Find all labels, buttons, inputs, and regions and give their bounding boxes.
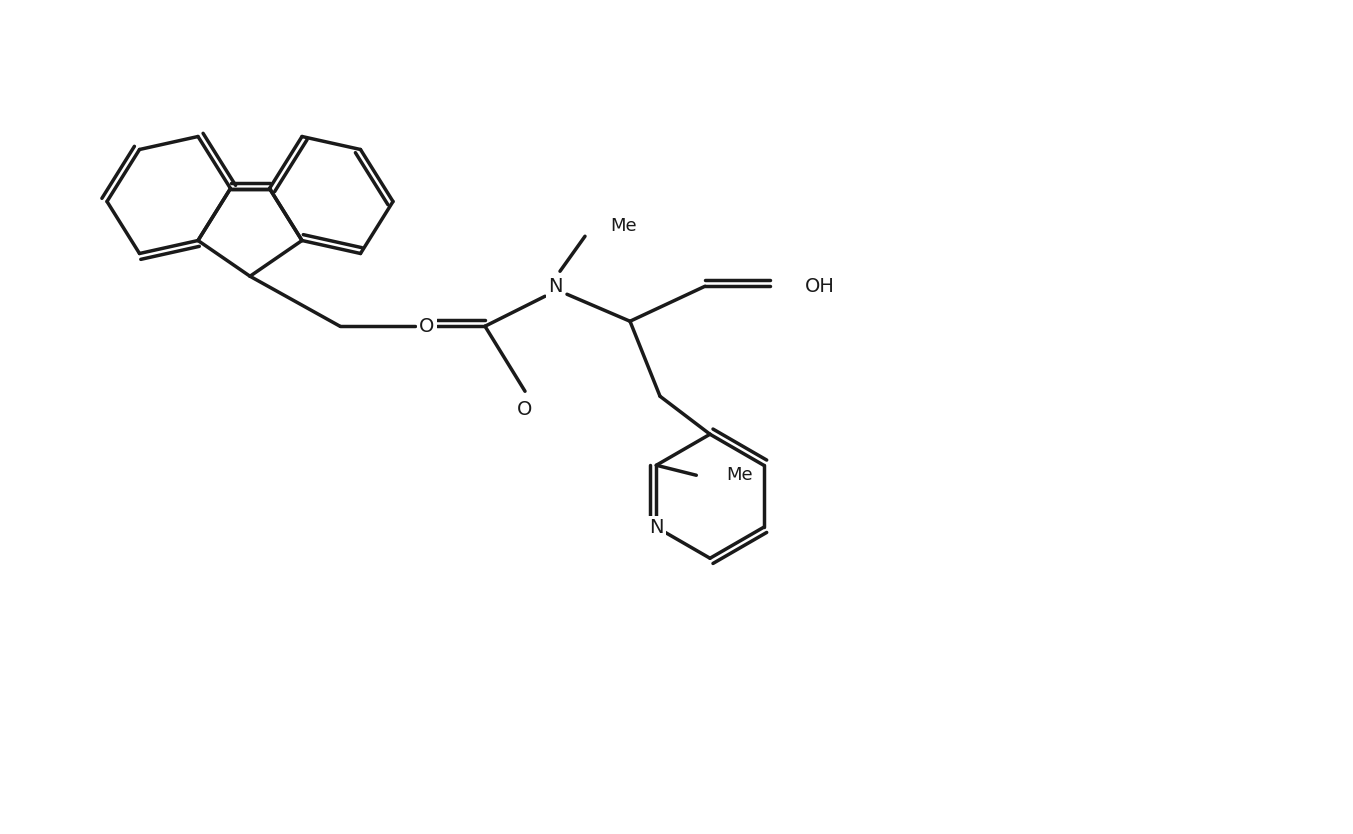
Text: Me: Me (610, 217, 637, 235)
Text: OH: OH (805, 277, 835, 296)
Text: Me: Me (727, 466, 752, 485)
Text: O: O (517, 399, 533, 419)
Text: O: O (419, 317, 434, 336)
Text: N: N (548, 277, 563, 296)
Text: N: N (649, 518, 663, 537)
